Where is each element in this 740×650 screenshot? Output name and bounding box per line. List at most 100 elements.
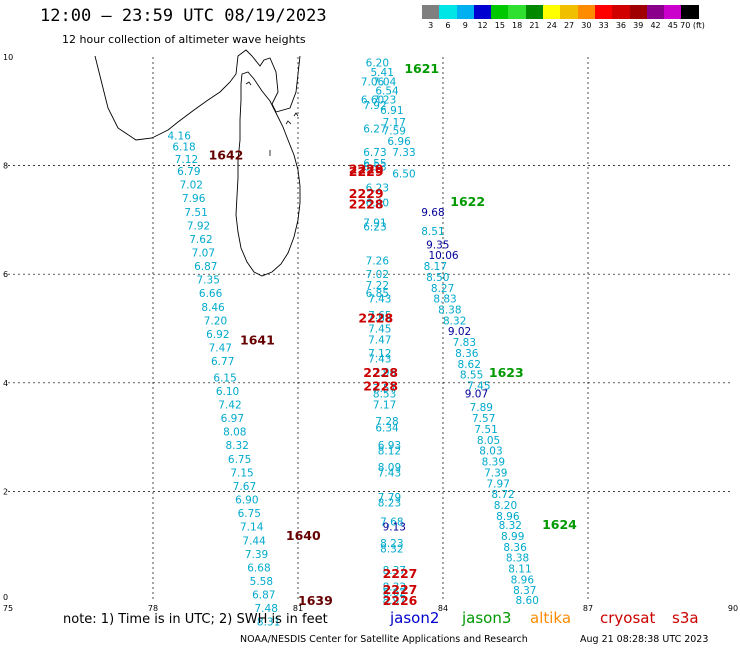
wave-height-value: 7.92 <box>363 100 386 112</box>
wave-height-value: 6.97 <box>221 413 244 425</box>
legend-cryosat: cryosat <box>600 609 656 627</box>
wave-height-value: 7.88 <box>368 313 391 325</box>
scale-swatch <box>681 5 699 19</box>
scale-swatch <box>664 5 682 19</box>
wave-height-value: 8.23 <box>380 538 403 550</box>
wave-height-value: 7.42 <box>218 400 241 412</box>
scale-swatch <box>456 5 474 19</box>
map-title: 12:00 — 23:59 UTC 08/19/2023 <box>40 6 327 26</box>
scale-label: 27 <box>563 21 575 30</box>
wave-height-value: 6.53 <box>363 162 386 174</box>
wave-height-value: 7.68 <box>380 516 403 528</box>
wave-height-value: 8.97 <box>383 595 406 607</box>
wave-height-value: 7.28 <box>375 416 398 428</box>
wave-height-value: 7.96 <box>373 367 397 379</box>
track-id-label: 1624 <box>542 517 577 532</box>
footer-credit: NOAA/NESDIS Center for Satellite Applica… <box>240 634 528 645</box>
wave-height-value: 6.96 <box>387 136 411 148</box>
scale-label: 70 (ft) <box>680 21 705 30</box>
track-id-label: 2227 <box>383 582 418 597</box>
track-id-label: 2229 <box>349 164 384 179</box>
scale-swatch <box>577 5 595 19</box>
y-tick-label: 4 <box>3 379 8 388</box>
wave-height-value: 8.36 <box>455 348 479 360</box>
wave-height-value: 8.32 <box>499 520 522 532</box>
wave-height-value: 5.58 <box>250 576 273 588</box>
wave-height-value: 6.91 <box>380 105 403 117</box>
color-scale-bar <box>422 5 699 19</box>
wave-height-value: 7.89 <box>470 402 493 414</box>
wave-height-value: 6.34 <box>375 422 399 434</box>
track-id-label: 2228 <box>358 311 393 326</box>
wave-height-value: 9.07 <box>465 389 488 401</box>
wave-height-value: 6.10 <box>216 386 239 398</box>
wave-height-value: 6.90 <box>235 495 258 507</box>
legend-s3a: s3a <box>672 609 699 627</box>
wave-height-value: 10.06 <box>429 250 459 262</box>
wave-height-value: 6.55 <box>363 158 386 170</box>
wave-height-value: 7.07 <box>192 247 215 259</box>
scale-label: 24 <box>546 21 557 30</box>
wave-height-value: 6.68 <box>247 562 270 574</box>
map-subtitle: 12 hour collection of altimeter wave hei… <box>62 33 306 46</box>
grid-lines <box>8 57 733 600</box>
wave-height-value: 7.43 <box>378 467 401 479</box>
y-tick-label: 6 <box>3 270 8 279</box>
wave-height-value: 9.02 <box>448 326 471 338</box>
wave-height-value: 8.60 <box>516 595 539 607</box>
wave-height-value: 9.35 <box>426 239 449 251</box>
wave-height-value: 9.13 <box>383 522 406 534</box>
wave-height-value: 7.33 <box>392 147 415 159</box>
wave-height-value: 7.12 <box>368 348 391 360</box>
wave-height-value: 6.85 <box>366 288 389 300</box>
india-coast <box>94 49 301 141</box>
wave-height-value: 8.96 <box>511 574 535 586</box>
x-tick-label: 90 <box>728 604 738 613</box>
wave-height-value: 8.55 <box>460 370 483 382</box>
wave-height-value: 7.04 <box>373 76 397 88</box>
wave-height-value: 7.39 <box>245 549 268 561</box>
track-id-label: 1622 <box>450 194 485 209</box>
wave-height-value: 7.20 <box>204 315 227 327</box>
wave-height-value: 6.92 <box>206 329 229 341</box>
legend-jason2: jason2 <box>390 609 440 627</box>
wave-height-value: 7.22 <box>366 280 389 292</box>
wave-height-value: 6.66 <box>199 288 223 300</box>
scale-swatch <box>491 5 509 19</box>
scale-label: 3 <box>428 21 434 30</box>
wave-height-value: 6.40 <box>366 198 389 210</box>
scale-label: 21 <box>529 21 540 30</box>
wave-height-value: 7.17 <box>373 400 396 412</box>
track-id-label: 2228 <box>349 197 384 212</box>
wave-height-value: 6.23 <box>366 182 389 194</box>
wave-height-value: 8.20 <box>494 500 517 512</box>
scale-swatch <box>646 5 665 19</box>
wave-height-value: 7.06 <box>361 76 385 88</box>
wave-height-value: 6.23 <box>363 221 386 233</box>
wave-height-value: 8.17 <box>424 261 447 273</box>
scale-label: 45 <box>667 21 678 30</box>
wave-height-value: 7.47 <box>368 334 391 346</box>
wave-height-value: 8.31 <box>257 617 280 629</box>
scale-label: 39 <box>633 21 644 30</box>
track-id-label: 1640 <box>286 528 321 543</box>
wave-height-value: 7.51 <box>184 207 207 219</box>
wave-height-value: 7.97 <box>487 478 510 490</box>
wave-height-value: 8.83 <box>433 294 456 306</box>
wave-height-value: 7.91 <box>363 218 386 230</box>
wave-height-value: 8.36 <box>503 542 527 554</box>
scale-swatch <box>422 5 440 19</box>
wave-height-value: 7.79 <box>378 492 401 504</box>
track-id-label: 2228 <box>363 379 398 394</box>
wave-height-value: 7.59 <box>383 125 406 137</box>
wave-height-value: 7.57 <box>472 413 495 425</box>
wave-height-value: 6.50 <box>392 169 415 181</box>
wave-height-value: 6.73 <box>363 147 386 159</box>
wave-height-value: 7.45 <box>368 324 391 336</box>
wave-height-value: 8.51 <box>421 226 444 238</box>
wave-height-value: 7.62 <box>189 234 212 246</box>
wave-height-value: 8.33 <box>383 581 406 593</box>
wave-height-value: 8.38 <box>506 553 529 565</box>
wave-height-value: 8.72 <box>491 489 514 501</box>
